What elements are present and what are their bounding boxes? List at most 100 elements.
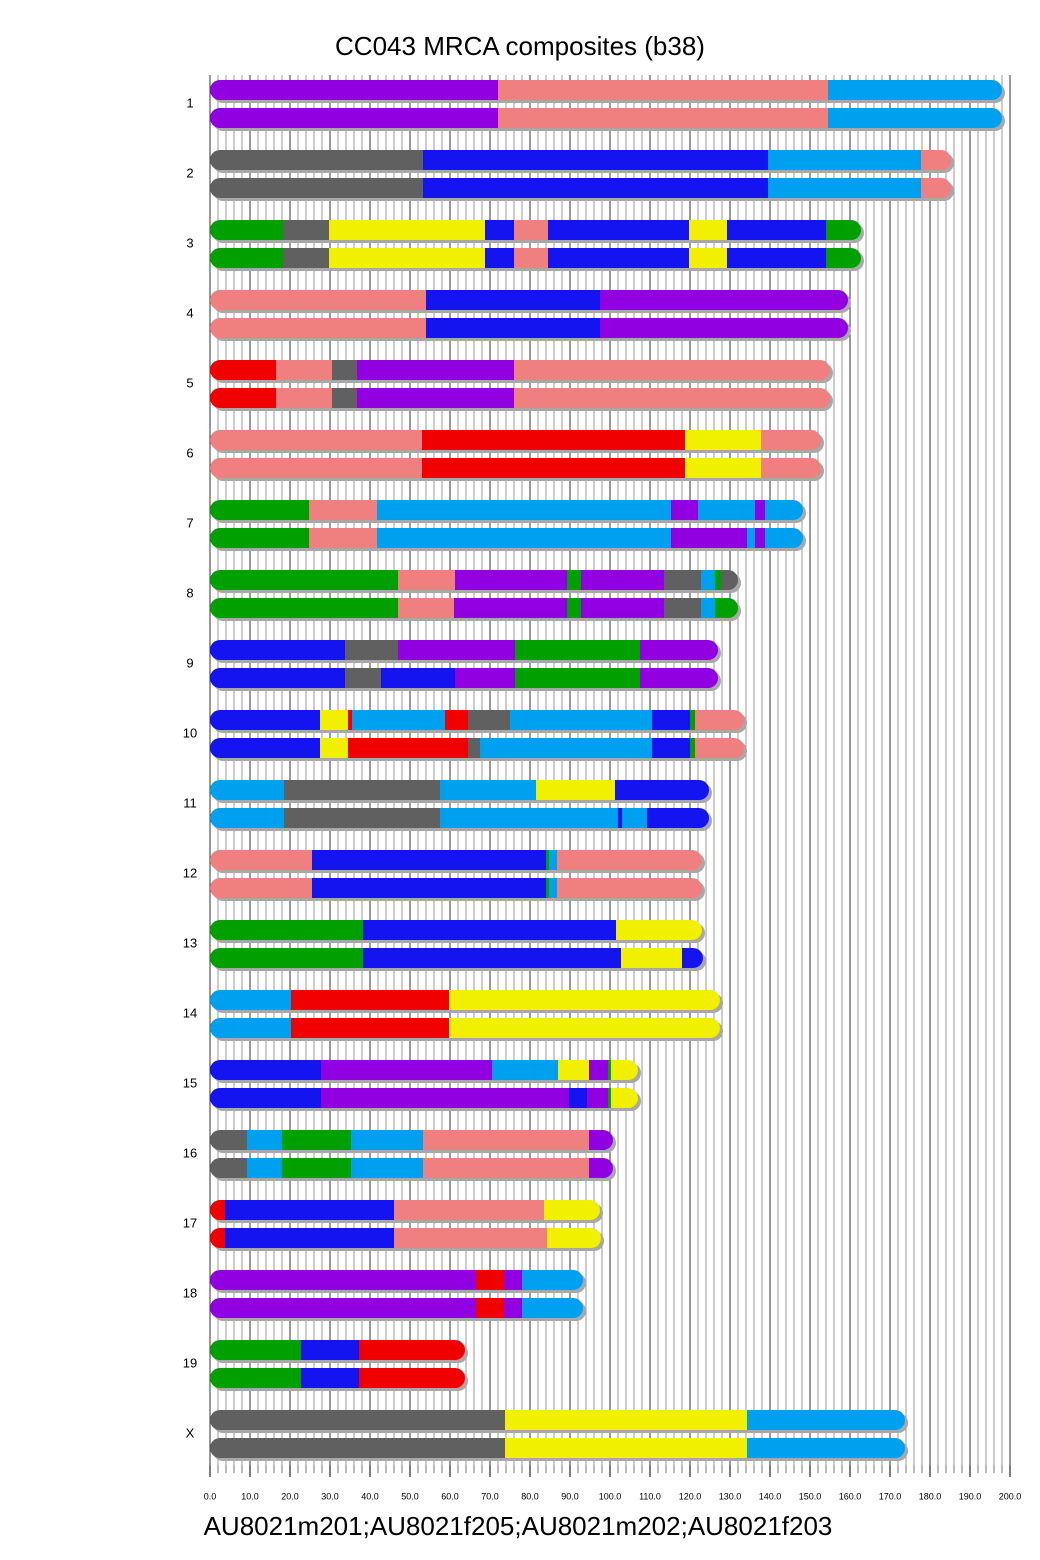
- haplotype: [210, 388, 830, 408]
- haplotype: [210, 1130, 613, 1150]
- chromosome-label: 13: [183, 935, 197, 950]
- x-tick-label: 40.0: [361, 1491, 379, 1501]
- chromosome-label: 15: [183, 1075, 197, 1090]
- segment: [426, 290, 600, 310]
- segment: [394, 1200, 544, 1220]
- haplotype: [210, 500, 803, 520]
- segment: [522, 1298, 583, 1318]
- segment: [210, 1298, 476, 1318]
- haplotype: [210, 668, 718, 688]
- segment: [210, 1018, 291, 1038]
- segment: [581, 570, 664, 590]
- segment: [329, 220, 485, 240]
- haplotype: [210, 458, 821, 478]
- segment: [747, 528, 755, 548]
- segment: [514, 248, 548, 268]
- segment: [547, 1228, 601, 1248]
- segment: [210, 738, 320, 758]
- haplotype: [210, 150, 951, 170]
- chromosome-label: 11: [183, 795, 197, 810]
- segment: [505, 1438, 747, 1458]
- haplotype: [210, 1060, 638, 1080]
- segment: [548, 248, 689, 268]
- segment: [664, 570, 701, 590]
- segment: [608, 1060, 611, 1080]
- segment: [826, 220, 861, 240]
- chromosome-label: 9: [186, 655, 193, 670]
- segment: [301, 1368, 359, 1388]
- x-tick-label: 150.0: [799, 1491, 822, 1501]
- segment: [761, 458, 821, 478]
- segment: [359, 1340, 465, 1360]
- segment: [210, 1340, 301, 1360]
- segment: [210, 1228, 225, 1248]
- segment: [284, 780, 440, 800]
- haplotype: [210, 528, 803, 548]
- segment: [210, 388, 276, 408]
- segment: [715, 598, 738, 618]
- segment: [498, 108, 828, 128]
- segment: [348, 710, 352, 730]
- segment: [557, 850, 702, 870]
- segment: [210, 640, 345, 660]
- haplotype: [210, 108, 1002, 128]
- segment: [210, 528, 309, 548]
- segment: [301, 1340, 359, 1360]
- haplotype: [210, 710, 744, 730]
- segment: [701, 598, 715, 618]
- haplotype: [210, 318, 848, 338]
- segment: [455, 668, 515, 688]
- segment: [225, 1228, 394, 1248]
- segment: [544, 1200, 600, 1220]
- x-tick-label: 30.0: [321, 1491, 339, 1501]
- x-tick-label: 180.0: [919, 1491, 942, 1501]
- segment: [210, 920, 363, 940]
- segment: [689, 220, 727, 240]
- haplotype: [210, 1410, 905, 1430]
- chromosome-label: 6: [186, 445, 193, 460]
- segment: [485, 220, 514, 240]
- segment: [422, 430, 685, 450]
- segment: [309, 500, 377, 520]
- segment: [695, 710, 744, 730]
- segment: [398, 570, 455, 590]
- segment: [357, 388, 514, 408]
- segment: [320, 738, 348, 758]
- segment: [548, 220, 689, 240]
- segment: [283, 248, 329, 268]
- segment: [210, 1130, 247, 1150]
- segment: [351, 1158, 423, 1178]
- segment: [715, 570, 721, 590]
- segment: [423, 150, 768, 170]
- x-tick-label: 50.0: [401, 1491, 419, 1501]
- segment: [440, 780, 536, 800]
- haplotype: [210, 290, 848, 310]
- segment: [377, 528, 671, 548]
- segment: [423, 1158, 589, 1178]
- segment: [567, 598, 581, 618]
- segment: [587, 1088, 608, 1108]
- segment: [690, 738, 695, 758]
- segment: [312, 878, 546, 898]
- x-tick-label: 80.0: [521, 1491, 539, 1501]
- segment: [210, 990, 291, 1010]
- segment: [351, 1130, 423, 1150]
- chromosome-label: 16: [183, 1145, 197, 1160]
- chromosome-label: 10: [183, 725, 197, 740]
- segment: [549, 850, 557, 870]
- haplotype: [210, 1298, 583, 1318]
- segment: [765, 528, 803, 548]
- segment: [210, 710, 320, 730]
- segment: [755, 528, 765, 548]
- segment: [210, 1368, 301, 1388]
- chromosome-label: 1: [186, 95, 193, 110]
- haplotype: [210, 850, 702, 870]
- segment: [282, 1158, 351, 1178]
- segment: [747, 1438, 905, 1458]
- segment: [210, 500, 309, 520]
- segment: [581, 598, 664, 618]
- segment: [398, 598, 454, 618]
- segment: [423, 1130, 589, 1150]
- segment: [504, 1270, 522, 1290]
